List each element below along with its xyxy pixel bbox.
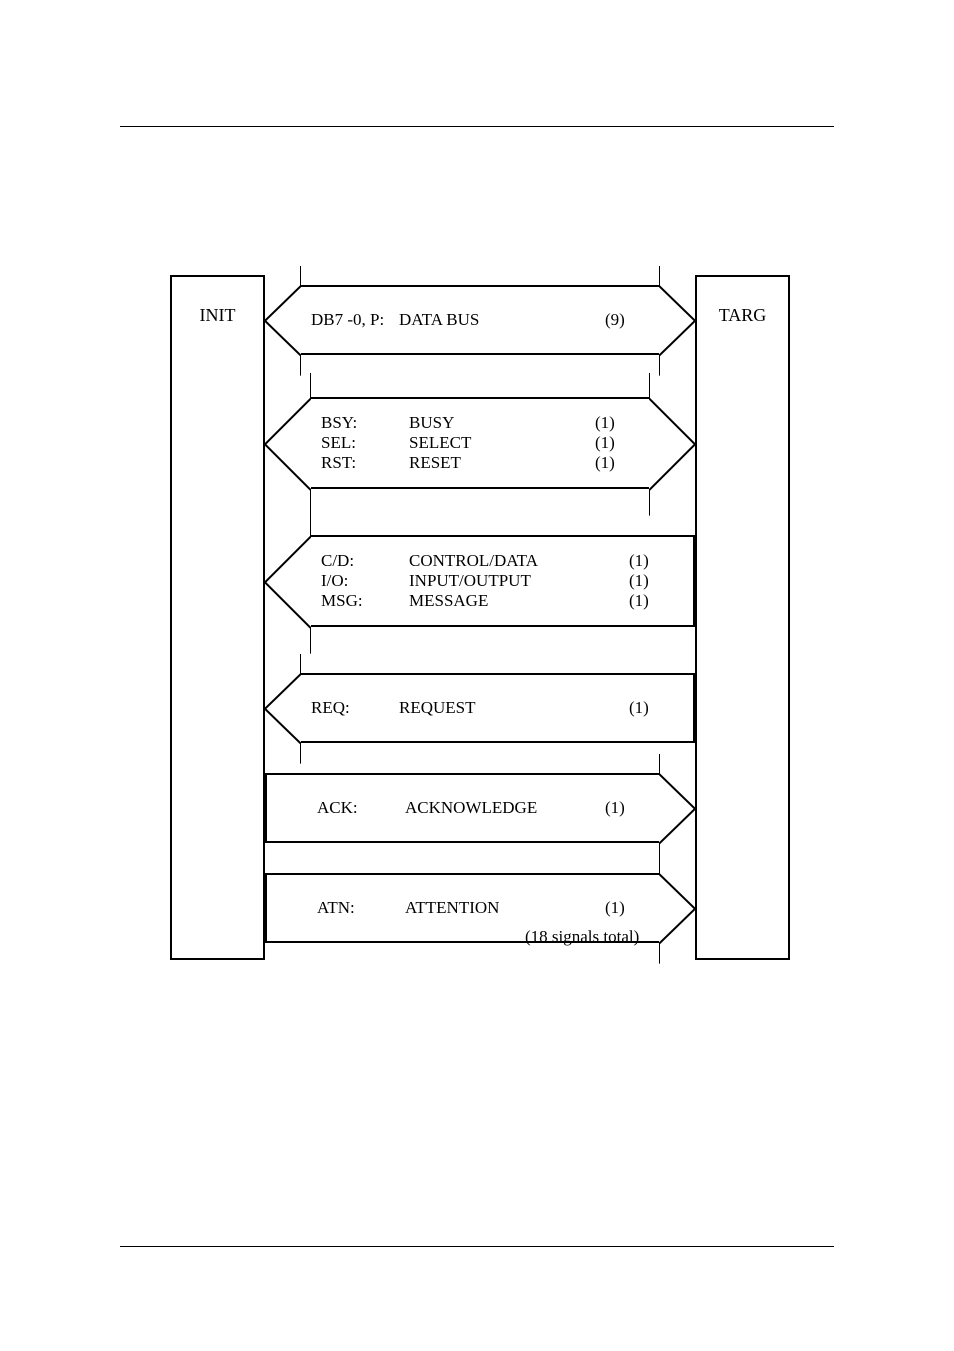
signal-abbrev: SEL: bbox=[321, 433, 409, 453]
arrow-content: ATN:ATTENTION(1) bbox=[317, 898, 649, 918]
signal-count: (1) bbox=[605, 798, 649, 818]
bottom-rule bbox=[120, 1246, 834, 1247]
signal-name: RESET bbox=[409, 453, 595, 473]
target-label: TARG bbox=[697, 305, 788, 326]
arrow-content: C/D:CONTROL/DATA(1)I/O:INPUT/OUTPUT(1)MS… bbox=[321, 551, 673, 611]
arrow-a1: DB7 -0, P:DATA BUS(9) bbox=[301, 285, 659, 355]
arrow-content: REQ:REQUEST(1) bbox=[311, 698, 673, 718]
initiator-label: INIT bbox=[172, 305, 263, 326]
signal-abbrev: RST: bbox=[321, 453, 409, 473]
signal-name: INPUT/OUTPUT bbox=[409, 571, 629, 591]
signals-total-note: (18 signals total) bbox=[525, 927, 639, 947]
signal-count: (1) bbox=[595, 453, 639, 473]
arrowhead-right bbox=[649, 373, 695, 520]
arrowhead-left bbox=[265, 654, 301, 768]
arrow-a4: REQ:REQUEST(1) bbox=[301, 673, 695, 743]
signal-name: DATA BUS bbox=[399, 310, 605, 330]
arrow-content: BSY:BUSY(1)SEL:SELECT(1)RST:RESET(1) bbox=[321, 413, 639, 473]
signal-count: (1) bbox=[605, 898, 649, 918]
signal-row: SEL:SELECT(1) bbox=[321, 433, 639, 453]
signal-row: DB7 -0, P:DATA BUS(9) bbox=[311, 310, 649, 330]
arrowhead-left bbox=[265, 373, 311, 520]
arrow-a5: ACK:ACKNOWLEDGE(1) bbox=[265, 773, 659, 843]
signal-count: (1) bbox=[595, 433, 639, 453]
scsi-signal-diagram: INIT TARG DB7 -0, P:DATA BUS(9)BSY:BUSY(… bbox=[170, 275, 790, 960]
signal-row: C/D:CONTROL/DATA(1) bbox=[321, 551, 673, 571]
signal-row: I/O:INPUT/OUTPUT(1) bbox=[321, 571, 673, 591]
signal-abbrev: ATN: bbox=[317, 898, 405, 918]
signal-count: (1) bbox=[629, 698, 673, 718]
signal-name: BUSY bbox=[409, 413, 595, 433]
signal-abbrev: DB7 -0, P: bbox=[311, 310, 399, 330]
signal-abbrev: I/O: bbox=[321, 571, 409, 591]
signal-count: (1) bbox=[629, 551, 673, 571]
arrow-content: DB7 -0, P:DATA BUS(9) bbox=[311, 310, 649, 330]
arrowhead-left bbox=[265, 266, 301, 380]
signal-name: MESSAGE bbox=[409, 591, 629, 611]
signal-row: RST:RESET(1) bbox=[321, 453, 639, 473]
arrowhead-right bbox=[659, 266, 695, 380]
signal-abbrev: REQ: bbox=[311, 698, 399, 718]
signal-abbrev: ACK: bbox=[317, 798, 405, 818]
signal-name: REQUEST bbox=[399, 698, 629, 718]
signal-abbrev: C/D: bbox=[321, 551, 409, 571]
page: INIT TARG DB7 -0, P:DATA BUS(9)BSY:BUSY(… bbox=[0, 0, 954, 1351]
arrow-content: ACK:ACKNOWLEDGE(1) bbox=[317, 798, 649, 818]
signal-count: (1) bbox=[595, 413, 639, 433]
initiator-box: INIT bbox=[170, 275, 265, 960]
signal-row: MSG:MESSAGE(1) bbox=[321, 591, 673, 611]
target-box: TARG bbox=[695, 275, 790, 960]
signal-name: ACKNOWLEDGE bbox=[405, 798, 605, 818]
arrowhead-left bbox=[265, 511, 311, 658]
signal-count: (9) bbox=[605, 310, 649, 330]
signal-row: ATN:ATTENTION(1) bbox=[317, 898, 649, 918]
signal-count: (1) bbox=[629, 571, 673, 591]
arrowhead-right bbox=[659, 754, 695, 868]
arrowhead-right bbox=[659, 854, 695, 968]
signal-count: (1) bbox=[629, 591, 673, 611]
signal-name: ATTENTION bbox=[405, 898, 605, 918]
signal-name: SELECT bbox=[409, 433, 595, 453]
arrow-a2: BSY:BUSY(1)SEL:SELECT(1)RST:RESET(1) bbox=[311, 397, 649, 489]
top-rule bbox=[120, 126, 834, 127]
arrow-a3: C/D:CONTROL/DATA(1)I/O:INPUT/OUTPUT(1)MS… bbox=[311, 535, 695, 627]
signal-abbrev: BSY: bbox=[321, 413, 409, 433]
signal-name: CONTROL/DATA bbox=[409, 551, 629, 571]
signal-row: REQ:REQUEST(1) bbox=[311, 698, 673, 718]
signal-row: ACK:ACKNOWLEDGE(1) bbox=[317, 798, 649, 818]
signal-abbrev: MSG: bbox=[321, 591, 409, 611]
signal-row: BSY:BUSY(1) bbox=[321, 413, 639, 433]
